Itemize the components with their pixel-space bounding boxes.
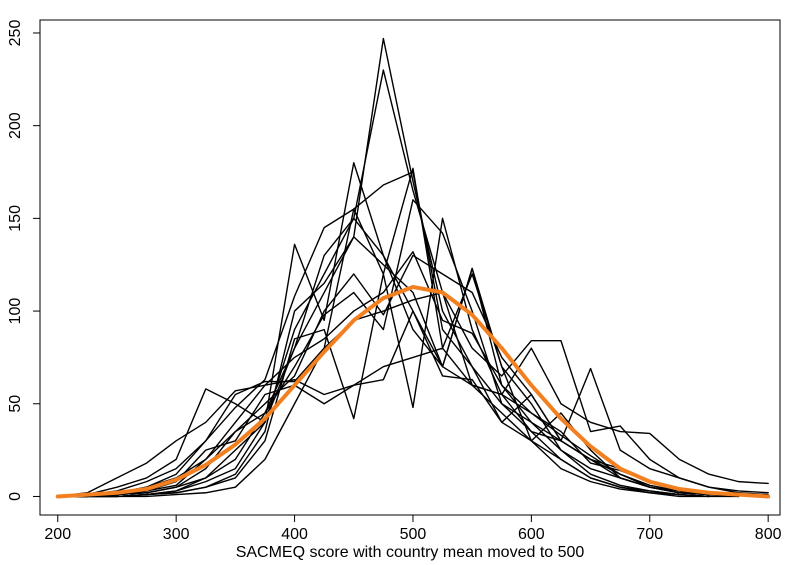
x-tick-label: 700 xyxy=(636,526,663,543)
series-line xyxy=(57,291,769,498)
series-line xyxy=(57,171,710,498)
series-line xyxy=(57,69,710,498)
y-tick-label: 50 xyxy=(7,395,24,413)
x-tick-label: 200 xyxy=(44,526,71,543)
x-tick-label: 500 xyxy=(400,526,427,543)
x-tick-label: 800 xyxy=(755,526,782,543)
y-tick-label: 150 xyxy=(7,205,24,232)
y-tick-label: 100 xyxy=(7,298,24,325)
x-tick-label: 300 xyxy=(163,526,190,543)
x-axis-label: SACMEQ score with country mean moved to … xyxy=(236,544,585,561)
series-line xyxy=(57,208,710,498)
series-line xyxy=(57,254,740,498)
series-line xyxy=(57,217,710,498)
y-tick-label: 200 xyxy=(7,112,24,139)
series-line xyxy=(57,236,710,498)
y-tick-label: 0 xyxy=(7,492,24,501)
x-tick-label: 600 xyxy=(518,526,545,543)
series-line xyxy=(57,167,740,498)
x-tick-label: 400 xyxy=(281,526,308,543)
series-line xyxy=(55,284,771,499)
series-line xyxy=(57,199,710,498)
y-tick-label: 250 xyxy=(7,20,24,47)
series-line xyxy=(57,310,769,498)
plot-frame xyxy=(39,19,781,516)
